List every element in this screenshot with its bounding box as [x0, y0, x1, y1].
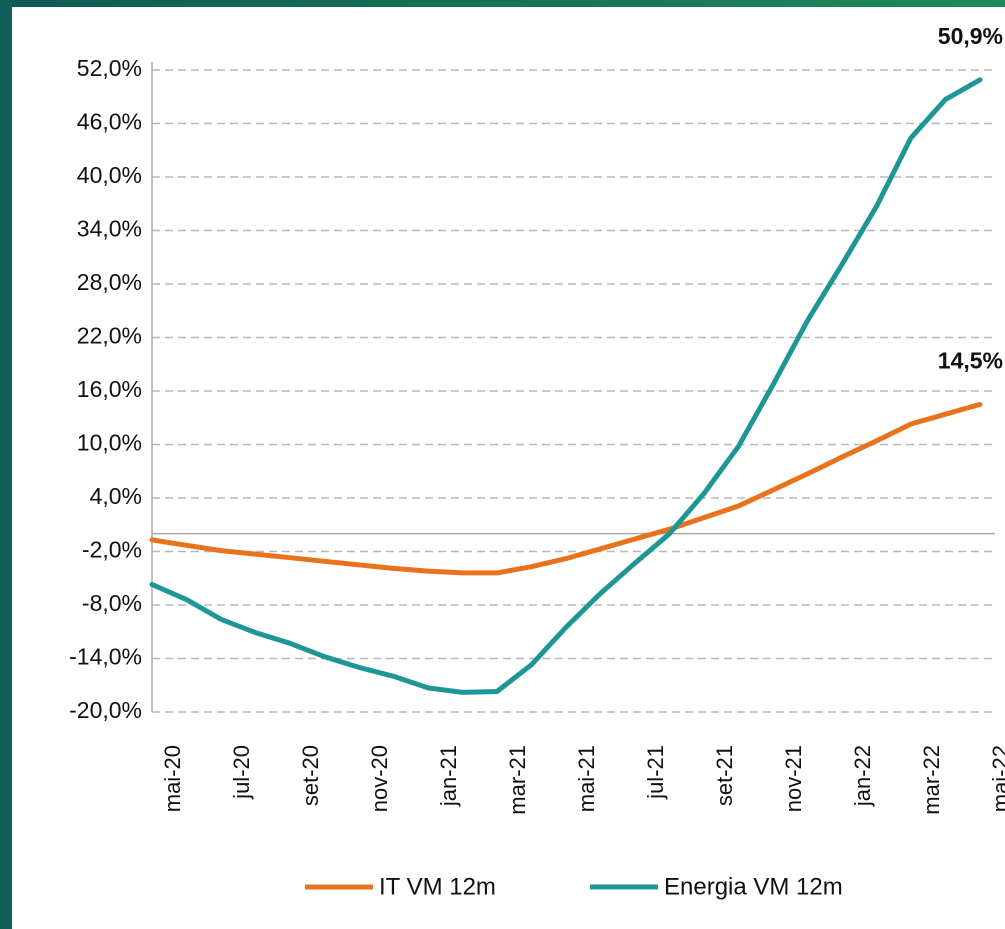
- x-tick-label: jan-22: [850, 745, 875, 807]
- y-tick-label: -2,0%: [82, 537, 142, 563]
- y-tick-label: 16,0%: [77, 376, 142, 402]
- data-label: 14,5%: [938, 347, 1003, 373]
- frame-left: [0, 0, 12, 929]
- frame-top: [0, 0, 1005, 7]
- y-tick-label: 28,0%: [77, 269, 142, 295]
- x-tick-label: set-20: [298, 745, 323, 806]
- y-tick-label: 4,0%: [90, 483, 142, 509]
- y-tick-label: 40,0%: [77, 162, 142, 188]
- y-tick-label: 34,0%: [77, 216, 142, 242]
- series-line: [149, 401, 983, 576]
- x-tick-label: jul-20: [229, 745, 254, 800]
- y-tick-label: -20,0%: [69, 697, 142, 723]
- y-tick-label: 10,0%: [77, 430, 142, 456]
- x-tick-label: jan-21: [436, 745, 461, 807]
- y-tick-label: -8,0%: [82, 590, 142, 616]
- x-tick-label: nov-20: [367, 745, 392, 812]
- x-tick-label: mar-21: [505, 745, 530, 815]
- x-tick-label: nov-21: [781, 745, 806, 812]
- y-tick-label: 46,0%: [77, 109, 142, 135]
- data-label: 50,9%: [938, 23, 1003, 49]
- legend-label: Energia VM 12m: [664, 873, 843, 900]
- legend-label: IT VM 12m: [379, 873, 496, 900]
- y-tick-label: -14,0%: [69, 644, 142, 670]
- x-tick-label: set-21: [712, 745, 737, 806]
- y-tick-label: 22,0%: [77, 323, 142, 349]
- x-tick-label: jul-21: [643, 745, 668, 800]
- x-tick-label: mai-20: [160, 745, 185, 812]
- x-tick-label: mai-21: [574, 745, 599, 812]
- series-line: [149, 77, 983, 695]
- x-tick-label: mai-22: [988, 745, 1005, 812]
- y-tick-label: 52,0%: [77, 55, 142, 81]
- x-tick-label: mar-22: [919, 745, 944, 815]
